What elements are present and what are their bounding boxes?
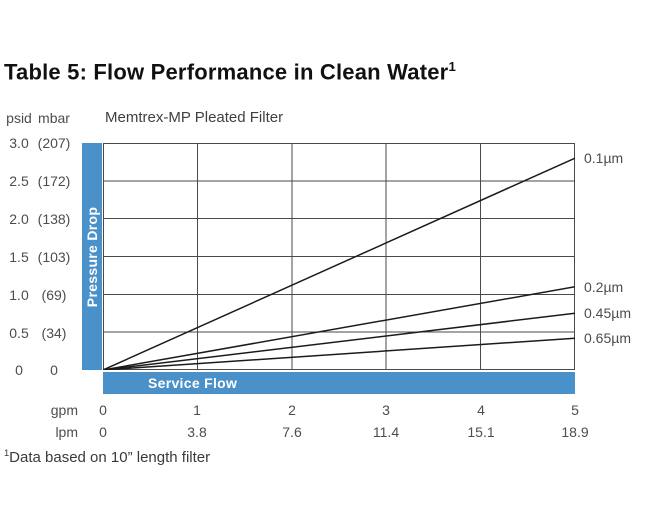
x-axis-unit-gpm: gpm [50, 402, 78, 418]
x-tick-gpm: 0 [99, 402, 107, 418]
chart-subtitle: Memtrex-MP Pleated Filter [105, 109, 284, 126]
y-axis-units-header: psid mbar [4, 110, 76, 126]
y-tick-psid: 0 [15, 362, 23, 378]
y-tick-psid: 1.5 [9, 249, 29, 265]
y-tick-row: 3.0 (207) [4, 134, 76, 152]
x-tick-gpm: 4 [477, 402, 485, 418]
y-tick-row: 1.0 (69) [4, 286, 76, 304]
y-tick-psid: 0.5 [9, 325, 29, 341]
service-flow-axis-bar: Service Flow [103, 372, 575, 394]
y-tick-mbar: 0 [50, 362, 58, 378]
service-flow-label: Service Flow [148, 375, 238, 391]
y-axis-unit-psid: psid [6, 110, 32, 126]
y-tick-row: 1.5 (103) [4, 248, 76, 266]
series-label-0.45um: 0.45µm [584, 305, 631, 322]
footnote-superscript: 1 [4, 448, 10, 458]
x-tick-lpm: 11.4 [372, 424, 400, 440]
footnote-text: Data based on 10” length filter [9, 449, 211, 466]
plot-svg [103, 143, 575, 370]
y-tick-mbar: (69) [41, 287, 67, 303]
footnote: 1Data based on 10” length filter [4, 448, 210, 466]
y-tick-row: 2.5 (172) [4, 172, 76, 190]
x-tick-gpm: 5 [571, 402, 579, 418]
pressure-drop-label: Pressure Drop [84, 206, 101, 307]
y-tick-mbar: (138) [37, 211, 71, 227]
y-tick-psid: 3.0 [9, 135, 29, 151]
y-tick-row: 2.0 (138) [4, 210, 76, 228]
y-tick-psid: 2.5 [9, 173, 29, 189]
x-tick-lpm: 7.6 [282, 424, 302, 440]
y-tick-mbar: (207) [37, 135, 71, 151]
x-tick-lpm: 18.9 [561, 424, 589, 440]
page-title-superscript: 1 [448, 58, 456, 74]
series-label-0.65um: 0.65µm [584, 330, 631, 347]
y-tick-psid: 1.0 [9, 287, 29, 303]
pressure-drop-axis-bar: Pressure Drop [82, 143, 102, 370]
y-tick-row: 0.5 (34) [4, 324, 76, 342]
y-tick-mbar: (103) [37, 249, 71, 265]
series-label-0.1um: 0.1µm [584, 150, 624, 167]
page-title-text: Table 5: Flow Performance in Clean Water [4, 59, 449, 85]
x-tick-lpm: 3.8 [187, 424, 207, 440]
y-tick-mbar: (172) [37, 173, 71, 189]
x-tick-gpm: 3 [382, 402, 390, 418]
series-label-0.2um: 0.2µm [584, 278, 624, 295]
x-tick-lpm: 15.1 [467, 424, 495, 440]
y-axis-unit-mbar: mbar [38, 110, 70, 126]
x-axis-unit-lpm: lpm [55, 424, 78, 440]
page-title: Table 5: Flow Performance in Clean Water… [4, 59, 456, 85]
y-tick-psid: 2.0 [9, 211, 29, 227]
x-tick-gpm: 2 [288, 402, 296, 418]
y-tick-mbar: (34) [41, 325, 67, 341]
x-tick-gpm: 1 [193, 402, 201, 418]
x-tick-lpm: 0 [99, 424, 107, 440]
